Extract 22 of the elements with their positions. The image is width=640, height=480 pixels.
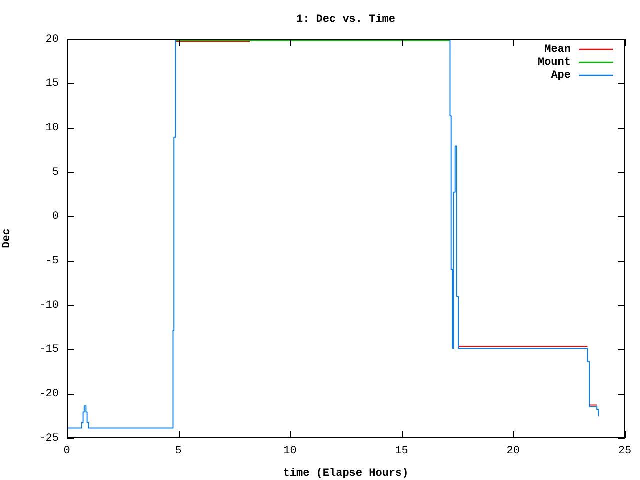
y-axis-title: Dec	[1, 228, 14, 248]
chart-title: 1: Dec vs. Time	[296, 14, 396, 26]
x-tick-label: 25	[618, 446, 632, 458]
x-tick-label: 15	[395, 446, 408, 458]
y-tick-label: 10	[46, 122, 59, 135]
y-tick-label: -15	[39, 344, 59, 356]
y-tick-label: -5	[46, 256, 59, 268]
y-tick-label: 20	[46, 34, 59, 46]
y-tick-label: 15	[46, 78, 59, 90]
x-tick-label: 20	[506, 446, 520, 458]
y-tick-label: -25	[39, 432, 59, 445]
x-tick-label: 10	[284, 446, 297, 458]
y-tick-label: 0	[52, 211, 59, 224]
legend-label: Ape	[551, 70, 572, 82]
x-tick-label: 5	[175, 446, 182, 458]
y-tick-label: 5	[52, 166, 59, 179]
legend-label: Mean	[544, 44, 571, 56]
y-tick-label: -20	[39, 388, 59, 401]
x-tick-label: 0	[64, 446, 70, 458]
legend-label: Mount	[538, 56, 571, 69]
x-axis-title: time (Elapse Hours)	[283, 468, 409, 480]
y-tick-label: -10	[39, 300, 59, 312]
